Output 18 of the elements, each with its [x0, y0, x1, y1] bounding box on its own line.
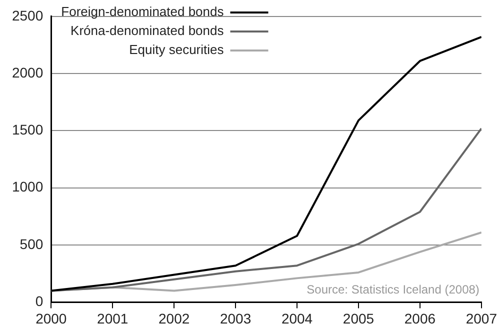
- y-tick-label: 0: [35, 293, 44, 310]
- x-tick-label: 2002: [158, 310, 190, 326]
- x-tick-label: 2000: [36, 310, 67, 326]
- y-tick-label: 1500: [12, 122, 44, 138]
- legend-label: Foreign-denominated bonds: [61, 4, 224, 20]
- x-tick-label: 2003: [220, 310, 252, 326]
- x-tick-label: 2005: [342, 310, 374, 326]
- x-tick-label: 2001: [97, 310, 128, 326]
- legend-label: Króna-denominated bonds: [70, 23, 224, 38]
- x-tick-label: 2004: [281, 310, 313, 326]
- x-tick-label: 2007: [466, 310, 498, 326]
- y-tick-label: 500: [20, 236, 44, 252]
- y-tick-label: 1000: [12, 178, 44, 195]
- y-tick-label: 2000: [12, 64, 44, 80]
- annotation: Source: Statistics Iceland (2008): [306, 282, 480, 297]
- y-tick-label: 2500: [12, 7, 44, 24]
- legend-label: Equity securities: [129, 42, 224, 58]
- x-tick-label: 2006: [404, 310, 436, 326]
